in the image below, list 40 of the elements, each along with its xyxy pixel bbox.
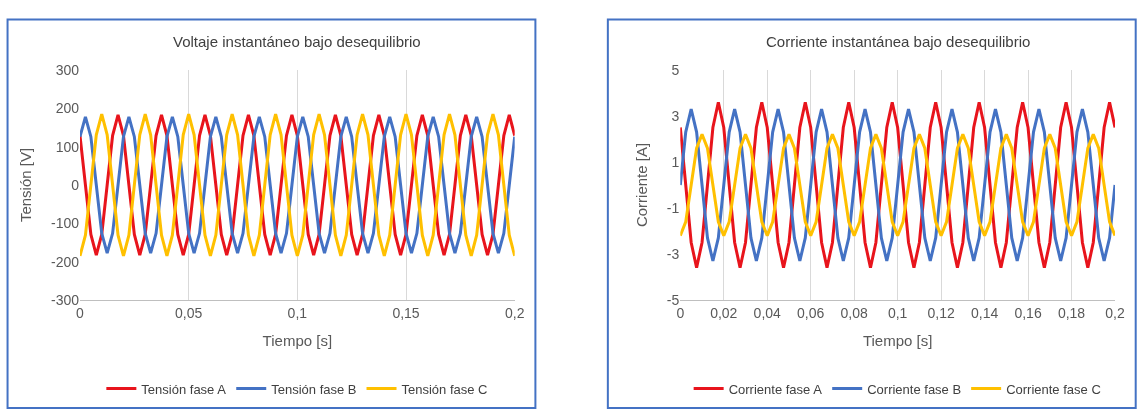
y-tick-label: -100	[50, 215, 80, 232]
x-axis-title: Tiempo [s]	[262, 331, 333, 349]
y-axis-title: Corriente [A]	[633, 142, 651, 228]
y-tick-label: 200	[55, 100, 80, 117]
x-tick-label: 0,14	[970, 304, 999, 321]
x-tick-label: 0,1	[287, 304, 308, 321]
x-tick-label: 0,12	[927, 304, 955, 321]
y-tick-label: 100	[55, 138, 80, 155]
y-tick-label: 1	[671, 153, 680, 170]
chart-title: Corriente instantánea bajo desequilibrio	[766, 33, 1031, 50]
x-tick-label: 0,08	[840, 304, 869, 321]
line-series	[680, 132, 1115, 238]
y-axis-title: Tensión [V]	[17, 147, 35, 223]
legend-label: Tensión fase A	[141, 381, 227, 397]
chart-title: Voltaje instantáneo bajo desequilibrio	[173, 33, 421, 50]
x-tick-label: 0,06	[797, 304, 825, 321]
legend-label: Tensión fase C	[401, 381, 488, 397]
legend-label: Tensión fase B	[271, 381, 357, 397]
x-tick-label: 0,16	[1014, 304, 1042, 321]
y-tick-label: 300	[55, 61, 80, 78]
x-tick-label: 0,04	[753, 304, 782, 321]
x-axis-title: Tiempo [s]	[862, 331, 933, 349]
legend-label: Corriente fase B	[867, 381, 962, 397]
y-tick-label: -1	[666, 199, 680, 216]
y-tick-label: -5	[666, 291, 680, 308]
x-tick-label: 0,02	[710, 304, 738, 321]
x-tick-label: 0,15	[392, 304, 420, 321]
y-tick-label: 5	[671, 61, 680, 78]
x-tick-label: 0,1	[887, 304, 908, 321]
y-tick-label: 0	[71, 176, 80, 193]
legend-label: Corriente fase A	[728, 381, 823, 397]
y-tick-label: -200	[50, 253, 80, 270]
y-tick-label: 3	[671, 107, 680, 124]
y-tick-label: -3	[666, 245, 680, 262]
x-tick-label: 0,18	[1057, 304, 1086, 321]
x-tick-label: 0,05	[175, 304, 203, 321]
y-tick-label: -300	[50, 291, 80, 308]
x-tick-label: 0,2	[504, 304, 525, 321]
x-tick-label: 0,2	[1105, 304, 1125, 321]
legend-label: Corriente fase C	[1006, 381, 1101, 397]
